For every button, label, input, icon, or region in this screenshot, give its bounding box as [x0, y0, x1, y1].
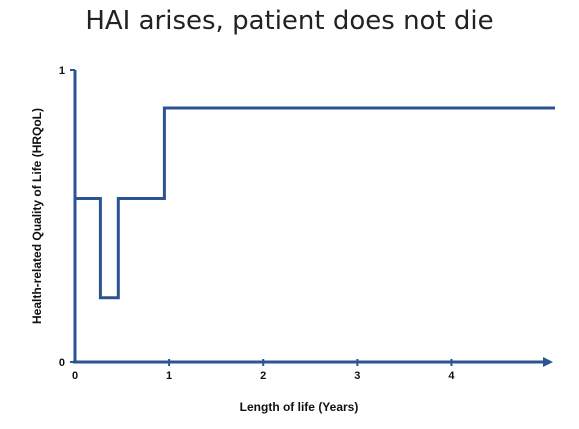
- y-tick-label-1: 1: [59, 65, 65, 77]
- x-axis-arrow: [543, 357, 553, 367]
- y-tick-label-0: 0: [59, 357, 65, 369]
- y-axis-label: Health-related Quality of Life (HRQoL): [30, 108, 44, 324]
- ticks: 0 1 2 3 4 0 1: [59, 65, 456, 382]
- series: [75, 106, 555, 300]
- series-line-0: [75, 106, 555, 300]
- x-tick-label-0: 0: [72, 370, 78, 382]
- x-tick-label-1: 1: [166, 370, 172, 382]
- x-tick-label-3: 3: [354, 370, 360, 382]
- chart-title: HAI arises, patient does not die: [85, 6, 494, 36]
- x-tick-label-2: 2: [260, 370, 266, 382]
- x-tick-label-4: 4: [448, 370, 455, 382]
- x-axis-label: Length of life (Years): [240, 400, 359, 414]
- axes: [73, 70, 553, 367]
